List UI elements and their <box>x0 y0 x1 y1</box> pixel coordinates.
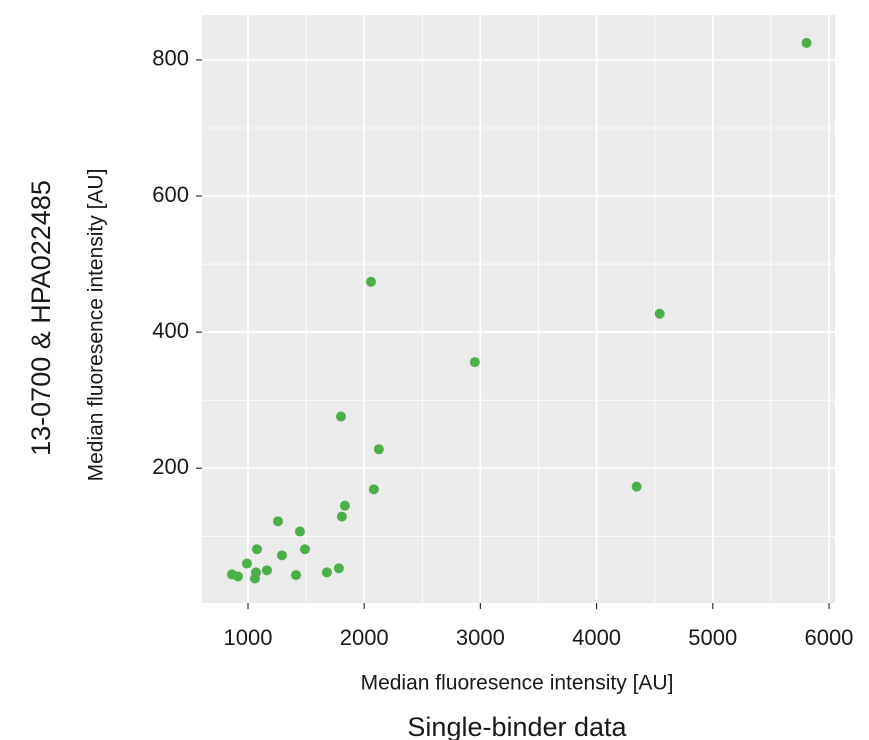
x-tick-label: 3000 <box>456 625 505 650</box>
point <box>294 526 305 537</box>
point <box>801 37 812 48</box>
y-tick-label: 800 <box>152 46 189 71</box>
point <box>276 550 287 561</box>
y-axis-title: 13-0700 & HPA022485 <box>26 180 56 456</box>
y-axis-label: Median fluoresence intensity [AU] <box>85 169 108 482</box>
point <box>261 565 272 576</box>
marks <box>226 37 812 584</box>
point <box>373 444 384 455</box>
x-tick-label: 5000 <box>688 625 737 650</box>
x-axis-label: Median fluoresence intensity [AU] <box>361 672 674 695</box>
y-tick-label: 200 <box>152 454 189 479</box>
point <box>249 573 260 584</box>
grid <box>202 15 835 603</box>
point <box>335 411 346 422</box>
point <box>241 558 252 569</box>
point <box>233 571 244 582</box>
y-tick-label: 600 <box>152 182 189 207</box>
x-tick-label: 6000 <box>804 625 853 650</box>
point <box>365 276 376 287</box>
x-tick-label: 1000 <box>224 625 273 650</box>
point <box>272 516 283 527</box>
point <box>299 544 310 555</box>
point <box>336 511 347 522</box>
point <box>469 357 480 368</box>
point <box>251 544 262 555</box>
point <box>631 481 642 492</box>
point <box>321 567 332 578</box>
x-tick-label: 2000 <box>340 625 389 650</box>
point <box>654 308 665 319</box>
y-tick-label: 400 <box>152 318 189 343</box>
point <box>339 500 350 511</box>
point <box>368 484 379 495</box>
point <box>333 563 344 574</box>
x-tick-label: 4000 <box>572 625 621 650</box>
x-axis-title: Single-binder data <box>407 712 627 740</box>
point <box>290 570 301 581</box>
plot-panel <box>202 15 835 603</box>
